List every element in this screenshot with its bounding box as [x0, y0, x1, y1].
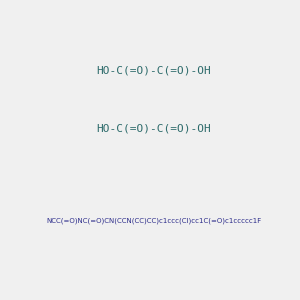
Text: NCC(=O)NC(=O)CN(CCN(CC)CC)c1ccc(Cl)cc1C(=O)c1ccccc1F: NCC(=O)NC(=O)CN(CCN(CC)CC)c1ccc(Cl)cc1C(… [46, 218, 261, 224]
Text: HO-C(=O)-C(=O)-OH: HO-C(=O)-C(=O)-OH [96, 66, 211, 76]
Text: HO-C(=O)-C(=O)-OH: HO-C(=O)-C(=O)-OH [96, 123, 211, 134]
